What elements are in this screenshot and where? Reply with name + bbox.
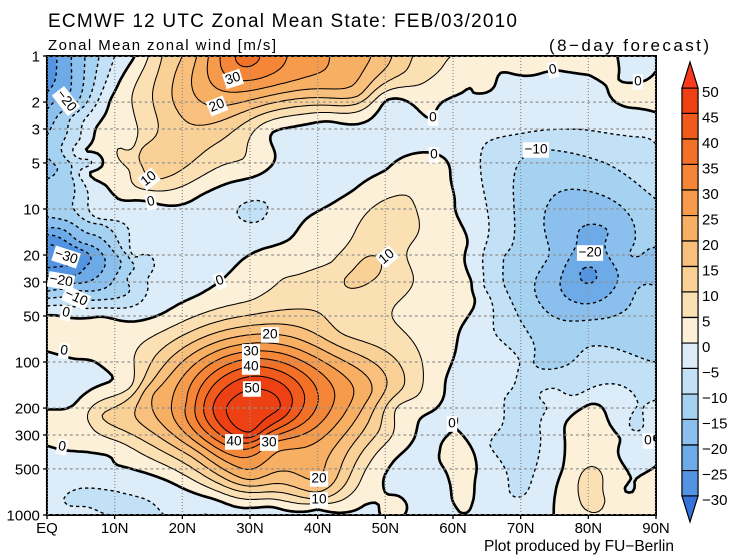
svg-text:100: 100 (15, 354, 40, 371)
svg-text:200: 200 (15, 400, 40, 417)
svg-text:500: 500 (15, 461, 40, 478)
svg-text:15: 15 (702, 262, 719, 279)
svg-text:70N: 70N (507, 520, 535, 537)
svg-text:20: 20 (311, 471, 327, 486)
svg-text:EQ: EQ (36, 520, 58, 537)
svg-text:40: 40 (243, 359, 259, 374)
svg-text:0: 0 (59, 342, 69, 358)
svg-text:1000: 1000 (7, 507, 40, 524)
svg-text:30: 30 (23, 274, 40, 291)
svg-text:−20: −20 (48, 271, 74, 290)
svg-text:−5: −5 (702, 364, 719, 381)
svg-text:20: 20 (23, 247, 40, 264)
svg-text:20: 20 (207, 95, 227, 115)
svg-text:10: 10 (311, 492, 327, 507)
svg-text:0: 0 (146, 193, 157, 209)
svg-text:−30: −30 (53, 245, 80, 267)
svg-text:10N: 10N (101, 520, 129, 537)
svg-text:30: 30 (261, 435, 277, 450)
svg-text:0: 0 (57, 438, 67, 454)
svg-text:0: 0 (430, 147, 438, 162)
svg-text:30: 30 (223, 68, 243, 87)
svg-text:0: 0 (429, 110, 437, 125)
svg-text:40: 40 (226, 434, 242, 449)
svg-text:0: 0 (702, 339, 710, 356)
svg-text:Plot produced by FU−Berlin: Plot produced by FU−Berlin (484, 538, 674, 555)
svg-text:35: 35 (702, 160, 719, 177)
svg-text:−10: −10 (702, 390, 727, 407)
svg-text:30: 30 (243, 344, 259, 359)
svg-text:20: 20 (262, 327, 278, 342)
svg-text:90N: 90N (642, 520, 670, 537)
svg-text:5: 5 (702, 313, 710, 330)
svg-text:50: 50 (244, 381, 260, 396)
svg-text:Zonal Mean zonal wind [m/s]: Zonal Mean zonal wind [m/s] (48, 37, 276, 54)
svg-text:ECMWF 12 UTC Zonal Mean State:: ECMWF 12 UTC Zonal Mean State: FEB/03/20… (48, 11, 517, 32)
svg-text:0: 0 (634, 74, 642, 89)
svg-text:50N: 50N (372, 520, 400, 537)
svg-text:−25: −25 (702, 466, 727, 483)
svg-text:10: 10 (23, 201, 40, 218)
svg-text:40: 40 (702, 135, 719, 152)
svg-text:−30: −30 (702, 492, 727, 509)
svg-text:0: 0 (644, 433, 652, 448)
svg-text:50: 50 (23, 308, 40, 325)
svg-text:30N: 30N (236, 520, 264, 537)
svg-text:−15: −15 (702, 415, 727, 432)
svg-text:30: 30 (702, 186, 719, 203)
svg-text:300: 300 (15, 427, 40, 444)
svg-text:0: 0 (448, 416, 456, 431)
svg-text:10: 10 (702, 288, 719, 305)
svg-text:0: 0 (548, 61, 559, 77)
svg-text:2: 2 (32, 94, 40, 111)
svg-text:1: 1 (32, 48, 40, 65)
svg-text:45: 45 (702, 109, 719, 126)
svg-text:80N: 80N (575, 520, 603, 537)
svg-text:20N: 20N (169, 520, 197, 537)
svg-text:3: 3 (32, 121, 40, 138)
svg-text:−10: −10 (524, 142, 548, 157)
svg-text:−20: −20 (702, 441, 727, 458)
svg-text:20: 20 (702, 237, 719, 254)
svg-text:−20: −20 (578, 245, 602, 260)
svg-text:40N: 40N (304, 520, 332, 537)
svg-text:50: 50 (702, 84, 719, 101)
svg-text:5: 5 (32, 155, 40, 172)
svg-text:60N: 60N (439, 520, 467, 537)
svg-text:0: 0 (61, 304, 72, 320)
svg-text:25: 25 (702, 211, 719, 228)
